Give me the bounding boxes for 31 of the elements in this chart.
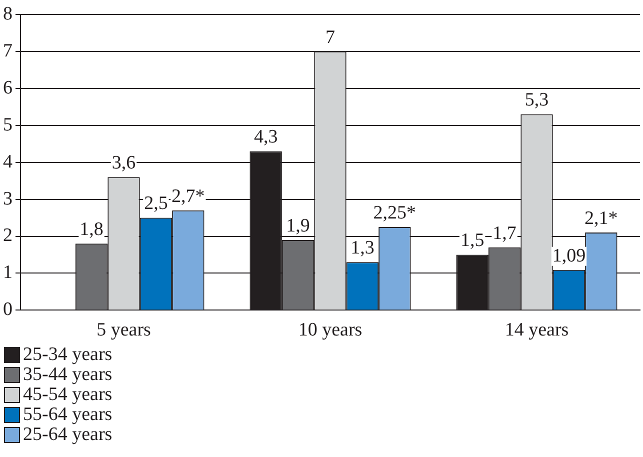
data-label: 4,3 (254, 126, 278, 148)
x-tick-label: 14 years (504, 320, 569, 341)
data-label: 1,3 (350, 238, 374, 259)
data-label: 1,8 (80, 219, 104, 240)
data-label: 1,09 (552, 245, 586, 266)
y-tick-label: 3 (3, 188, 12, 210)
legend-label: 25-34 years (23, 344, 112, 365)
data-label: 2,5 (144, 193, 168, 214)
legend-label: 55-64 years (23, 404, 112, 425)
legend-label: 45-54 years (23, 384, 112, 405)
data-label: 2,25* (373, 202, 416, 224)
x-tick-label: 5 years (96, 320, 151, 341)
data-label: 3,6 (112, 152, 136, 174)
x-tick-label: 10 years (298, 320, 362, 341)
data-label: 1,5 (460, 230, 484, 252)
legend-label: 25-64 years (23, 424, 112, 445)
y-tick-label: 8 (3, 3, 12, 24)
data-label: 1,9 (286, 215, 310, 236)
data-label: 2,1* (584, 208, 618, 230)
y-tick-label: 0 (3, 299, 12, 320)
legend-label: 35-44 years (23, 364, 112, 385)
y-tick-label: 5 (3, 114, 12, 136)
y-tick-label: 4 (3, 151, 13, 172)
data-label: 5,3 (524, 90, 549, 111)
y-tick-label: 1 (3, 262, 12, 284)
data-label: 7 (326, 26, 335, 48)
data-label: 1,7 (492, 222, 516, 244)
y-tick-label: 6 (3, 77, 12, 98)
y-tick-label: 7 (3, 40, 12, 62)
y-tick-label: 2 (3, 225, 12, 246)
data-label: 2,7* (172, 186, 205, 207)
